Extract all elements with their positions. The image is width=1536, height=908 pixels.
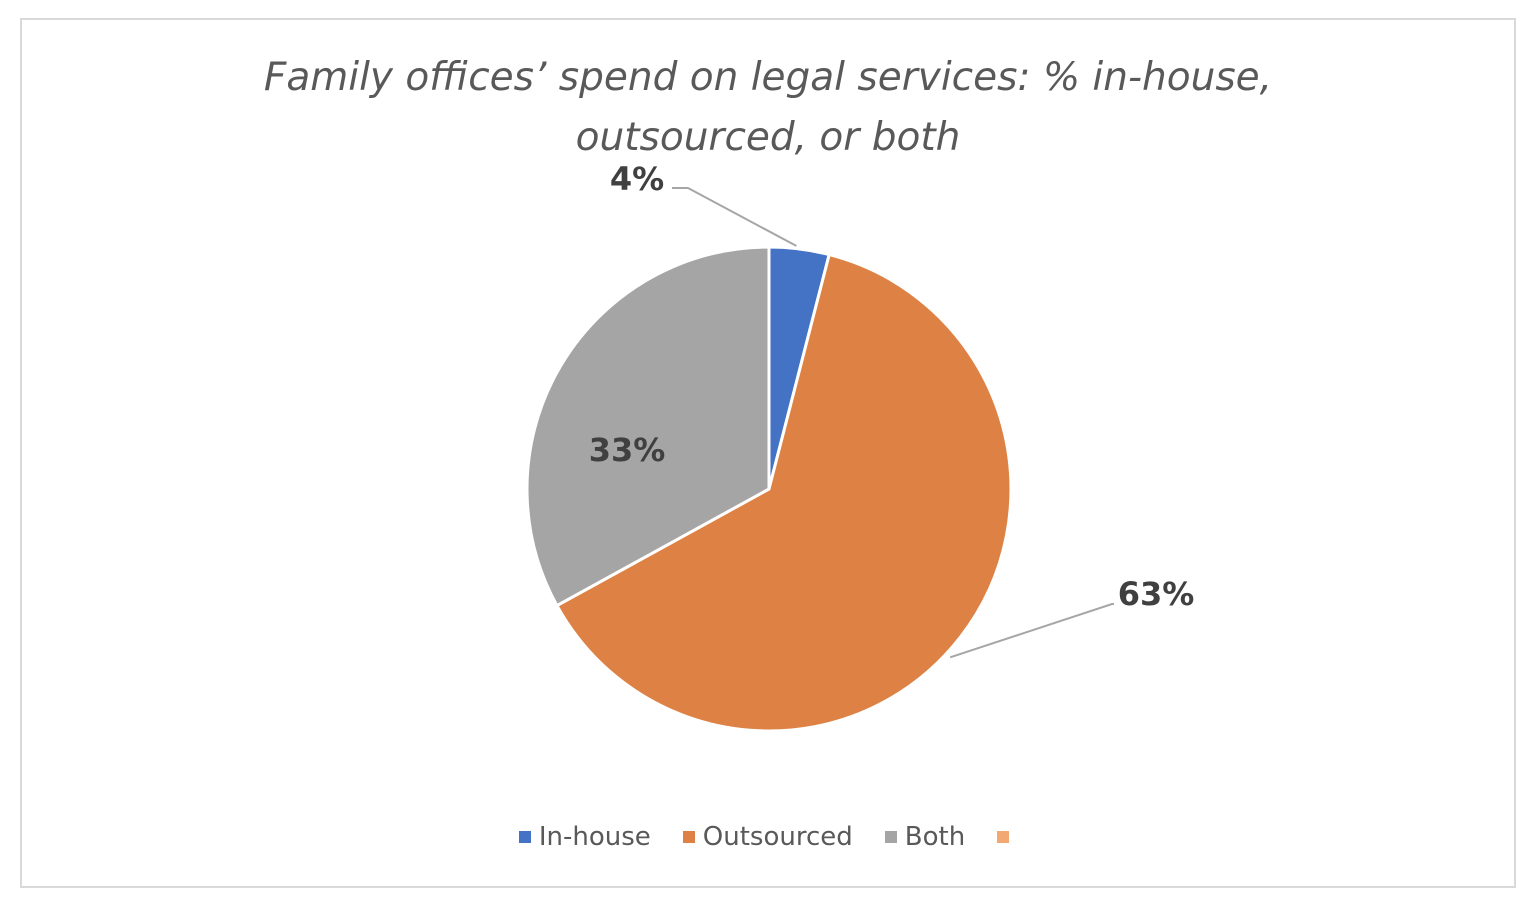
legend-item-outsourced: Outsourced: [682, 822, 853, 852]
chart-title: Family offices’ spend on legal services:…: [0, 48, 1536, 168]
data-label-in-house: 4%: [610, 160, 664, 198]
legend-swatch-outsourced: [682, 831, 695, 843]
pie-slice-both: [525, 245, 771, 608]
legend-item-blank: [997, 831, 1017, 843]
pie-slice-outsourced: [555, 253, 1013, 733]
legend: In-house Outsourced Both: [0, 822, 1536, 852]
legend-swatch-blank: [997, 831, 1010, 843]
legend-item-both: Both: [884, 822, 966, 852]
legend-swatch-in-house: [518, 831, 531, 843]
chart-title-line-1: Family offices’ spend on legal services:…: [263, 55, 1273, 100]
leader-line-in-house: [672, 187, 797, 247]
legend-swatch-both: [884, 831, 897, 843]
legend-label-in-house: In-house: [538, 822, 651, 852]
leader-line-outsourced: [949, 603, 1114, 659]
chart-title-line-2: outsourced, or both: [575, 115, 961, 160]
legend-label-outsourced: Outsourced: [702, 822, 853, 852]
data-label-outsourced: 63%: [1118, 575, 1195, 613]
legend-label-both: Both: [904, 822, 966, 852]
data-label-both: 33%: [589, 431, 666, 469]
legend-item-in-house: In-house: [518, 822, 651, 852]
